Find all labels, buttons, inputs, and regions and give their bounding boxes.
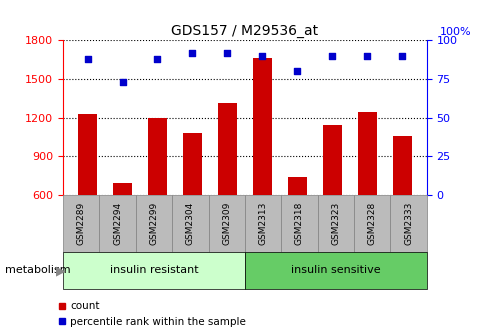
Text: GSM2294: GSM2294 — [113, 202, 122, 245]
Bar — [148, 118, 167, 272]
Point — [188, 50, 196, 55]
Text: GSM2318: GSM2318 — [294, 202, 303, 245]
Bar — [78, 114, 97, 272]
Bar — [217, 103, 237, 272]
Text: insulin resistant: insulin resistant — [109, 265, 198, 276]
Point — [363, 53, 370, 58]
Text: GSM2304: GSM2304 — [185, 202, 195, 245]
Text: insulin sensitive: insulin sensitive — [290, 265, 380, 276]
Point — [153, 56, 161, 61]
Text: GSM2323: GSM2323 — [331, 202, 340, 245]
Text: metabolism: metabolism — [5, 265, 70, 276]
Point — [293, 69, 301, 74]
Legend: count, percentile rank within the sample: count, percentile rank within the sample — [54, 297, 250, 331]
Text: GSM2328: GSM2328 — [367, 202, 376, 245]
Bar — [113, 183, 132, 272]
Point — [119, 79, 126, 85]
Text: GSM2299: GSM2299 — [149, 202, 158, 245]
Point — [258, 53, 266, 58]
Point — [328, 53, 335, 58]
Bar — [357, 113, 376, 272]
Bar — [287, 177, 306, 272]
Text: GSM2333: GSM2333 — [403, 202, 412, 245]
Bar — [182, 133, 202, 272]
Y-axis label: 100%: 100% — [439, 27, 471, 37]
Text: ▶: ▶ — [56, 264, 65, 277]
Text: GSM2309: GSM2309 — [222, 202, 231, 245]
Text: GSM2289: GSM2289 — [76, 202, 86, 245]
Bar — [252, 58, 272, 272]
Point — [398, 53, 406, 58]
Title: GDS157 / M29536_at: GDS157 / M29536_at — [171, 24, 318, 38]
Text: GSM2313: GSM2313 — [258, 202, 267, 245]
Bar — [322, 125, 341, 272]
Bar — [392, 136, 411, 272]
Point — [83, 56, 91, 61]
Point — [223, 50, 231, 55]
